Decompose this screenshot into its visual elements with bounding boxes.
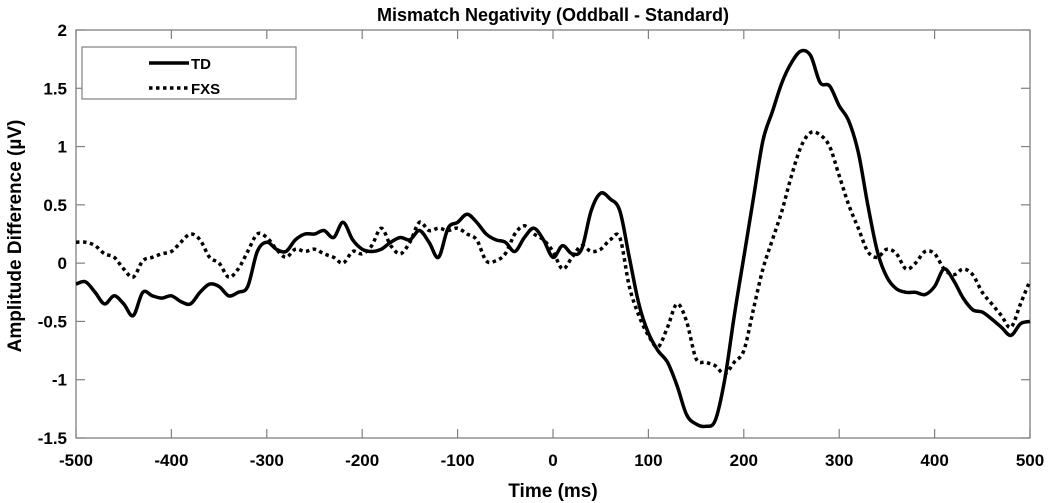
y-axis-ticks: -1.5 -1 -0.5 0 0.5 1 1.5 2 [38,21,1030,448]
x-tick-label: -400 [154,451,188,470]
y-tick-label: 2 [58,21,67,40]
x-tick-label: -500 [59,451,93,470]
y-axis-title: Amplitude Difference (µV) [5,120,26,353]
legend-label-fxs: FXS [191,81,220,98]
y-tick-label: 1 [58,138,67,157]
x-axis-ticks: -500 -400 -300 -200 -100 0 100 200 300 400 500 [59,30,1044,470]
legend-label-td: TD [191,56,211,73]
x-tick-label: -300 [250,451,284,470]
x-tick-label: 500 [1016,451,1044,470]
series-layer [75,48,1032,429]
x-tick-label: 400 [920,451,948,470]
series-line-td [75,48,1031,429]
chart-title: Mismatch Negativity (Oddball - Standard) [377,5,729,25]
x-tick-label: 300 [825,451,853,470]
y-tick-label: -0.5 [38,312,67,331]
y-tick-label: 0 [58,254,67,273]
y-tick-label: 1.5 [43,79,67,98]
x-tick-label: -100 [441,451,475,470]
x-tick-label: 200 [730,451,758,470]
y-tick-label: -1 [52,371,67,390]
legend: TD FXS [81,46,297,100]
y-tick-label: 0.5 [43,196,67,215]
x-tick-label: 0 [548,451,557,470]
series-line-fxs [75,130,1032,376]
x-axis-title: Time (ms) [508,481,597,502]
x-tick-label: 100 [634,451,662,470]
y-tick-label: -1.5 [38,429,67,448]
x-tick-label: -200 [345,451,379,470]
legend-box [81,46,297,100]
